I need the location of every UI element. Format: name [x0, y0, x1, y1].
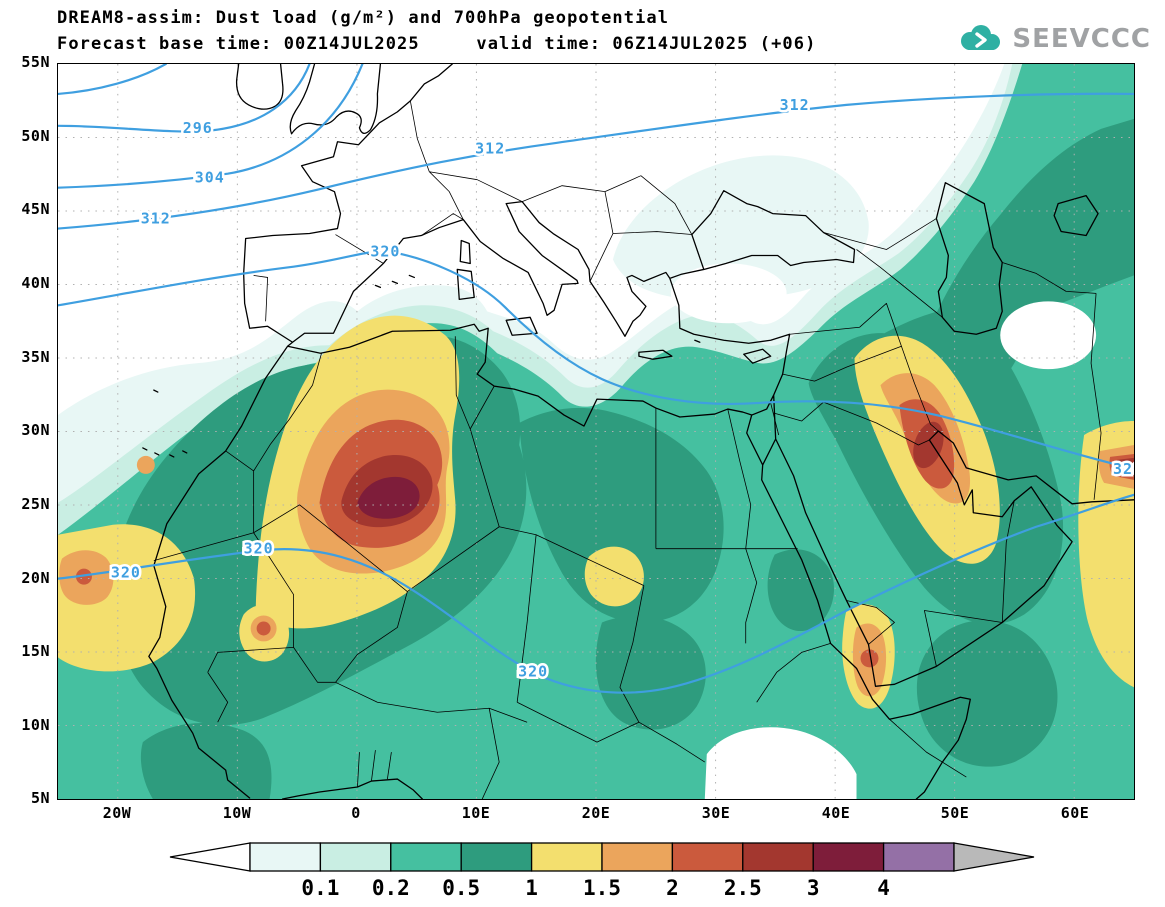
colorbar-canvas: 0.1 0.2 0.5 1 1.5 2 2.5 3 4 — [169, 842, 1035, 900]
colorbar-left-arrow — [169, 842, 251, 872]
dust-spot-wsahara-orange — [136, 455, 155, 474]
colorbar-cell-4 — [530, 842, 603, 872]
lon-tick-40e: 40E — [821, 804, 851, 822]
lat-tick-25n: 25N — [21, 495, 50, 513]
lon-tick-60e: 60E — [1060, 804, 1090, 822]
dust-spot-atlantic-red — [75, 568, 92, 585]
no-dust-gaps — [670, 263, 1097, 799]
country-borders — [153, 100, 1102, 799]
map-canvas: 296 304 312 312 312 320 320 320 320 320 — [58, 64, 1134, 799]
lat-tick-5n: 5N — [30, 789, 50, 807]
colorbar-cell-2 — [390, 842, 462, 872]
colorbar-label-1: 1 — [525, 876, 538, 900]
coastlines — [142, 64, 1134, 799]
lon-tick-50e: 50E — [940, 804, 970, 822]
contour-label-312: 312 — [141, 210, 171, 228]
lon-tick-10e: 10E — [461, 804, 491, 822]
gap-iran — [1000, 301, 1097, 370]
colorbar-label-2.5: 2.5 — [724, 876, 762, 900]
contour-label-296: 296 — [183, 119, 213, 137]
colorbar-label-0.5: 0.5 — [442, 876, 480, 900]
colorbar-right-arrow — [953, 842, 1035, 872]
contour-label-312: 312 — [780, 96, 810, 114]
dust-area-level5 — [59, 373, 1134, 697]
colorbar-cell-6 — [671, 842, 744, 872]
lat-tick-50n: 50N — [21, 127, 50, 145]
contour-labels: 296 304 312 312 312 320 320 320 320 320 — [108, 93, 1134, 682]
gap-anatolia — [670, 263, 787, 324]
lat-tick-55n: 55N — [21, 53, 50, 71]
lat-tick-45n: 45N — [21, 200, 50, 218]
contour-label-320: 320 — [518, 662, 548, 680]
graticule — [58, 64, 1134, 799]
dust-spot-yemen-red — [860, 649, 879, 668]
lat-tick-15n: 15N — [21, 642, 50, 660]
dust-area-level8 — [357, 476, 420, 519]
logo-text: SEEVCCC — [1012, 24, 1151, 54]
colorbar-cell-5 — [601, 842, 674, 872]
colorbar-label-3: 3 — [807, 876, 820, 900]
cloud-icon — [961, 25, 1001, 50]
lat-tick-10n: 10N — [21, 716, 50, 734]
lat-tick-20n: 20N — [21, 569, 50, 587]
lon-tick-20e: 20E — [581, 804, 611, 822]
lon-tick-0: 0 — [351, 804, 361, 822]
lon-tick-10w: 10W — [222, 804, 252, 822]
colorbar-label-0.1: 0.1 — [301, 876, 339, 900]
chart-title: DREAM8-assim: Dust load (g/m²) and 700hP… — [57, 8, 670, 28]
chart-header: DREAM8-assim: Dust load (g/m²) and 700hP… — [57, 5, 816, 57]
contour-label-304: 304 — [195, 169, 225, 187]
contour-label-320: 320 — [370, 242, 400, 260]
colorbar-cell-3 — [460, 842, 533, 872]
contour-label-320: 320 — [244, 540, 274, 558]
colorbar-cell-0 — [249, 842, 322, 872]
map-panel: 296 304 312 312 312 320 320 320 320 320 — [57, 63, 1135, 800]
contour-label-312: 312 — [475, 140, 505, 158]
colorbar-cell-9 — [882, 842, 955, 872]
seevccc-logo: SEEVCCC — [955, 22, 1151, 56]
colorbar-label-4: 4 — [877, 876, 890, 900]
contour-label-320: 320 — [111, 564, 141, 582]
lat-tick-35n: 35N — [21, 348, 50, 366]
colorbar-cell-1 — [319, 842, 392, 872]
colorbar-label-2: 2 — [666, 876, 679, 900]
lat-tick-40n: 40N — [21, 274, 50, 292]
colorbar-label-1.5: 1.5 — [583, 876, 621, 900]
lat-tick-30n: 30N — [21, 421, 50, 439]
colorbar-cell-7 — [742, 842, 814, 872]
chart-subtitle: Forecast base time: 00Z14JUL2025 valid t… — [57, 34, 817, 54]
lon-tick-20w: 20W — [102, 804, 132, 822]
colorbar: 0.1 0.2 0.5 1 1.5 2 2.5 3 4 — [160, 840, 1044, 904]
lon-tick-30e: 30E — [701, 804, 731, 822]
dust-area-level4 — [58, 315, 1134, 709]
geopotential-contour-lines — [58, 64, 1134, 694]
dust-spot-mali-red — [256, 621, 271, 636]
colorbar-cell-8 — [812, 842, 885, 872]
contour-label-320-clipped: 320 — [1113, 460, 1134, 478]
colorbar-label-0.2: 0.2 — [372, 876, 410, 900]
gap-south-sudan — [704, 727, 857, 799]
dust-area-level3 — [113, 118, 1134, 799]
